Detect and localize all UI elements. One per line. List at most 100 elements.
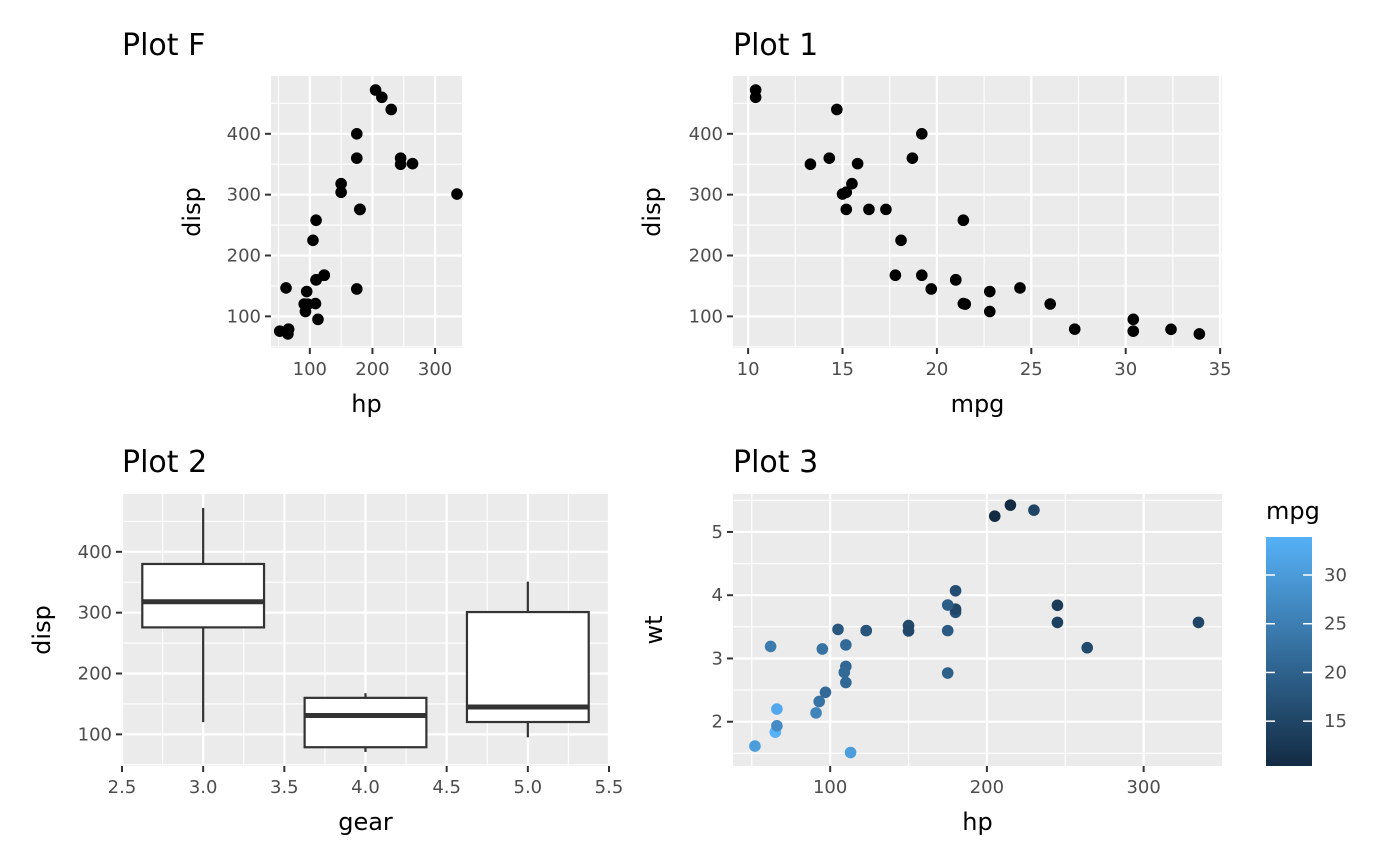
data-point bbox=[406, 157, 419, 170]
data-point bbox=[307, 234, 319, 247]
data-point bbox=[889, 269, 902, 282]
y-axis-title: disp bbox=[178, 187, 206, 237]
data-point bbox=[350, 128, 363, 140]
y-tick-label: 300 bbox=[689, 185, 723, 206]
data-point bbox=[880, 203, 892, 216]
data-point bbox=[916, 269, 928, 282]
data-point bbox=[957, 214, 970, 227]
data-point bbox=[851, 157, 864, 170]
data-point bbox=[1165, 323, 1177, 336]
plot-title: Plot 3 bbox=[733, 445, 818, 480]
legend-label: 25 bbox=[1324, 614, 1347, 635]
y-tick-label: 400 bbox=[689, 124, 723, 145]
y-tick-label: 100 bbox=[689, 306, 723, 327]
x-tick-label: 200 bbox=[970, 777, 1004, 798]
data-point bbox=[1044, 298, 1056, 310]
y-tick-label: 200 bbox=[689, 246, 723, 267]
data-point bbox=[385, 103, 398, 116]
data-point bbox=[394, 158, 407, 171]
data-point bbox=[749, 740, 761, 752]
data-point bbox=[280, 282, 292, 294]
y-tick-label: 300 bbox=[227, 185, 261, 206]
data-point bbox=[354, 203, 366, 216]
data-point bbox=[335, 186, 347, 199]
data-point bbox=[941, 599, 954, 611]
data-point bbox=[771, 720, 783, 732]
data-point bbox=[1193, 328, 1206, 340]
x-tick-label: 35 bbox=[1209, 359, 1232, 380]
legend-label: 30 bbox=[1324, 565, 1347, 586]
data-point bbox=[988, 510, 1001, 522]
data-point bbox=[335, 177, 347, 190]
box-body bbox=[303, 696, 428, 749]
panel-plot2: 2.5 3.0 3.5 4.0 4.5 5.0 5.5 100 200 300 400 Plot 2 g… bbox=[28, 445, 623, 836]
x-tick-label: 10 bbox=[737, 359, 760, 380]
x-tick-label: 4.0 bbox=[351, 777, 380, 798]
data-point bbox=[810, 707, 822, 719]
x-tick-label: 300 bbox=[1126, 777, 1160, 798]
data-point bbox=[838, 666, 851, 679]
panel-background bbox=[733, 76, 1222, 348]
data-point bbox=[819, 686, 832, 699]
x-tick-label: 100 bbox=[813, 777, 847, 798]
data-point bbox=[832, 623, 844, 636]
data-point bbox=[318, 269, 331, 282]
panel-plot1: 10 15 20 25 30 35 100 200 300 400 Plot 1 mpg disp bbox=[638, 28, 1232, 418]
legend-label: 20 bbox=[1324, 662, 1347, 683]
panel-plot3: 100 200 300 2 3 4 5 Plot 3 hp wt mpg 15 20 25 30 bbox=[640, 445, 1347, 836]
panel-background bbox=[733, 494, 1222, 766]
x-axis-title: hp bbox=[962, 808, 992, 836]
data-point bbox=[749, 91, 762, 104]
x-tick-label: 25 bbox=[1020, 359, 1043, 380]
y-tick-label: 200 bbox=[78, 664, 112, 685]
x-tick-label: 100 bbox=[293, 359, 327, 380]
y-tick-label: 5 bbox=[712, 522, 723, 543]
data-point bbox=[310, 214, 322, 227]
data-point bbox=[1068, 323, 1081, 335]
data-point bbox=[1014, 282, 1026, 294]
data-point bbox=[451, 188, 463, 200]
data-point bbox=[312, 313, 324, 326]
y-axis-title: disp bbox=[28, 605, 56, 655]
data-point bbox=[1051, 599, 1064, 612]
x-tick-label: 3.5 bbox=[270, 777, 299, 798]
y-tick-label: 200 bbox=[227, 246, 261, 267]
data-point bbox=[298, 298, 310, 310]
x-tick-label: 20 bbox=[925, 359, 948, 380]
data-point bbox=[350, 152, 363, 164]
y-tick-label: 4 bbox=[712, 585, 723, 606]
data-point bbox=[1192, 616, 1205, 629]
data-point bbox=[300, 285, 313, 298]
data-point bbox=[941, 624, 954, 637]
x-tick-label: 30 bbox=[1114, 359, 1137, 380]
y-axis-title: wt bbox=[640, 615, 668, 644]
data-point bbox=[846, 177, 858, 190]
data-point bbox=[1004, 499, 1017, 511]
data-point bbox=[840, 676, 852, 689]
color-legend: mpg 15 20 25 30 bbox=[1266, 497, 1347, 766]
data-point bbox=[1127, 313, 1140, 326]
legend-label: 15 bbox=[1324, 711, 1347, 732]
y-tick-label: 300 bbox=[78, 603, 112, 624]
plot-title: Plot F bbox=[122, 28, 205, 63]
data-point bbox=[906, 152, 919, 164]
data-point bbox=[350, 283, 363, 295]
x-axis-title: hp bbox=[351, 390, 381, 418]
data-point bbox=[764, 640, 777, 653]
legend-title: mpg bbox=[1266, 497, 1320, 525]
x-tick-label: 2.5 bbox=[108, 777, 137, 798]
data-point bbox=[831, 103, 843, 116]
data-point bbox=[1028, 504, 1040, 516]
data-point bbox=[840, 203, 853, 216]
data-point bbox=[836, 188, 849, 200]
data-point bbox=[983, 285, 996, 298]
plot-title: Plot 1 bbox=[733, 28, 818, 63]
data-point bbox=[949, 584, 962, 597]
x-tick-label: 3.0 bbox=[189, 777, 218, 798]
data-point bbox=[844, 746, 857, 759]
y-tick-label: 400 bbox=[78, 542, 112, 563]
data-point bbox=[771, 703, 783, 715]
x-tick-label: 5.0 bbox=[514, 777, 543, 798]
y-axis-title: disp bbox=[638, 187, 666, 237]
